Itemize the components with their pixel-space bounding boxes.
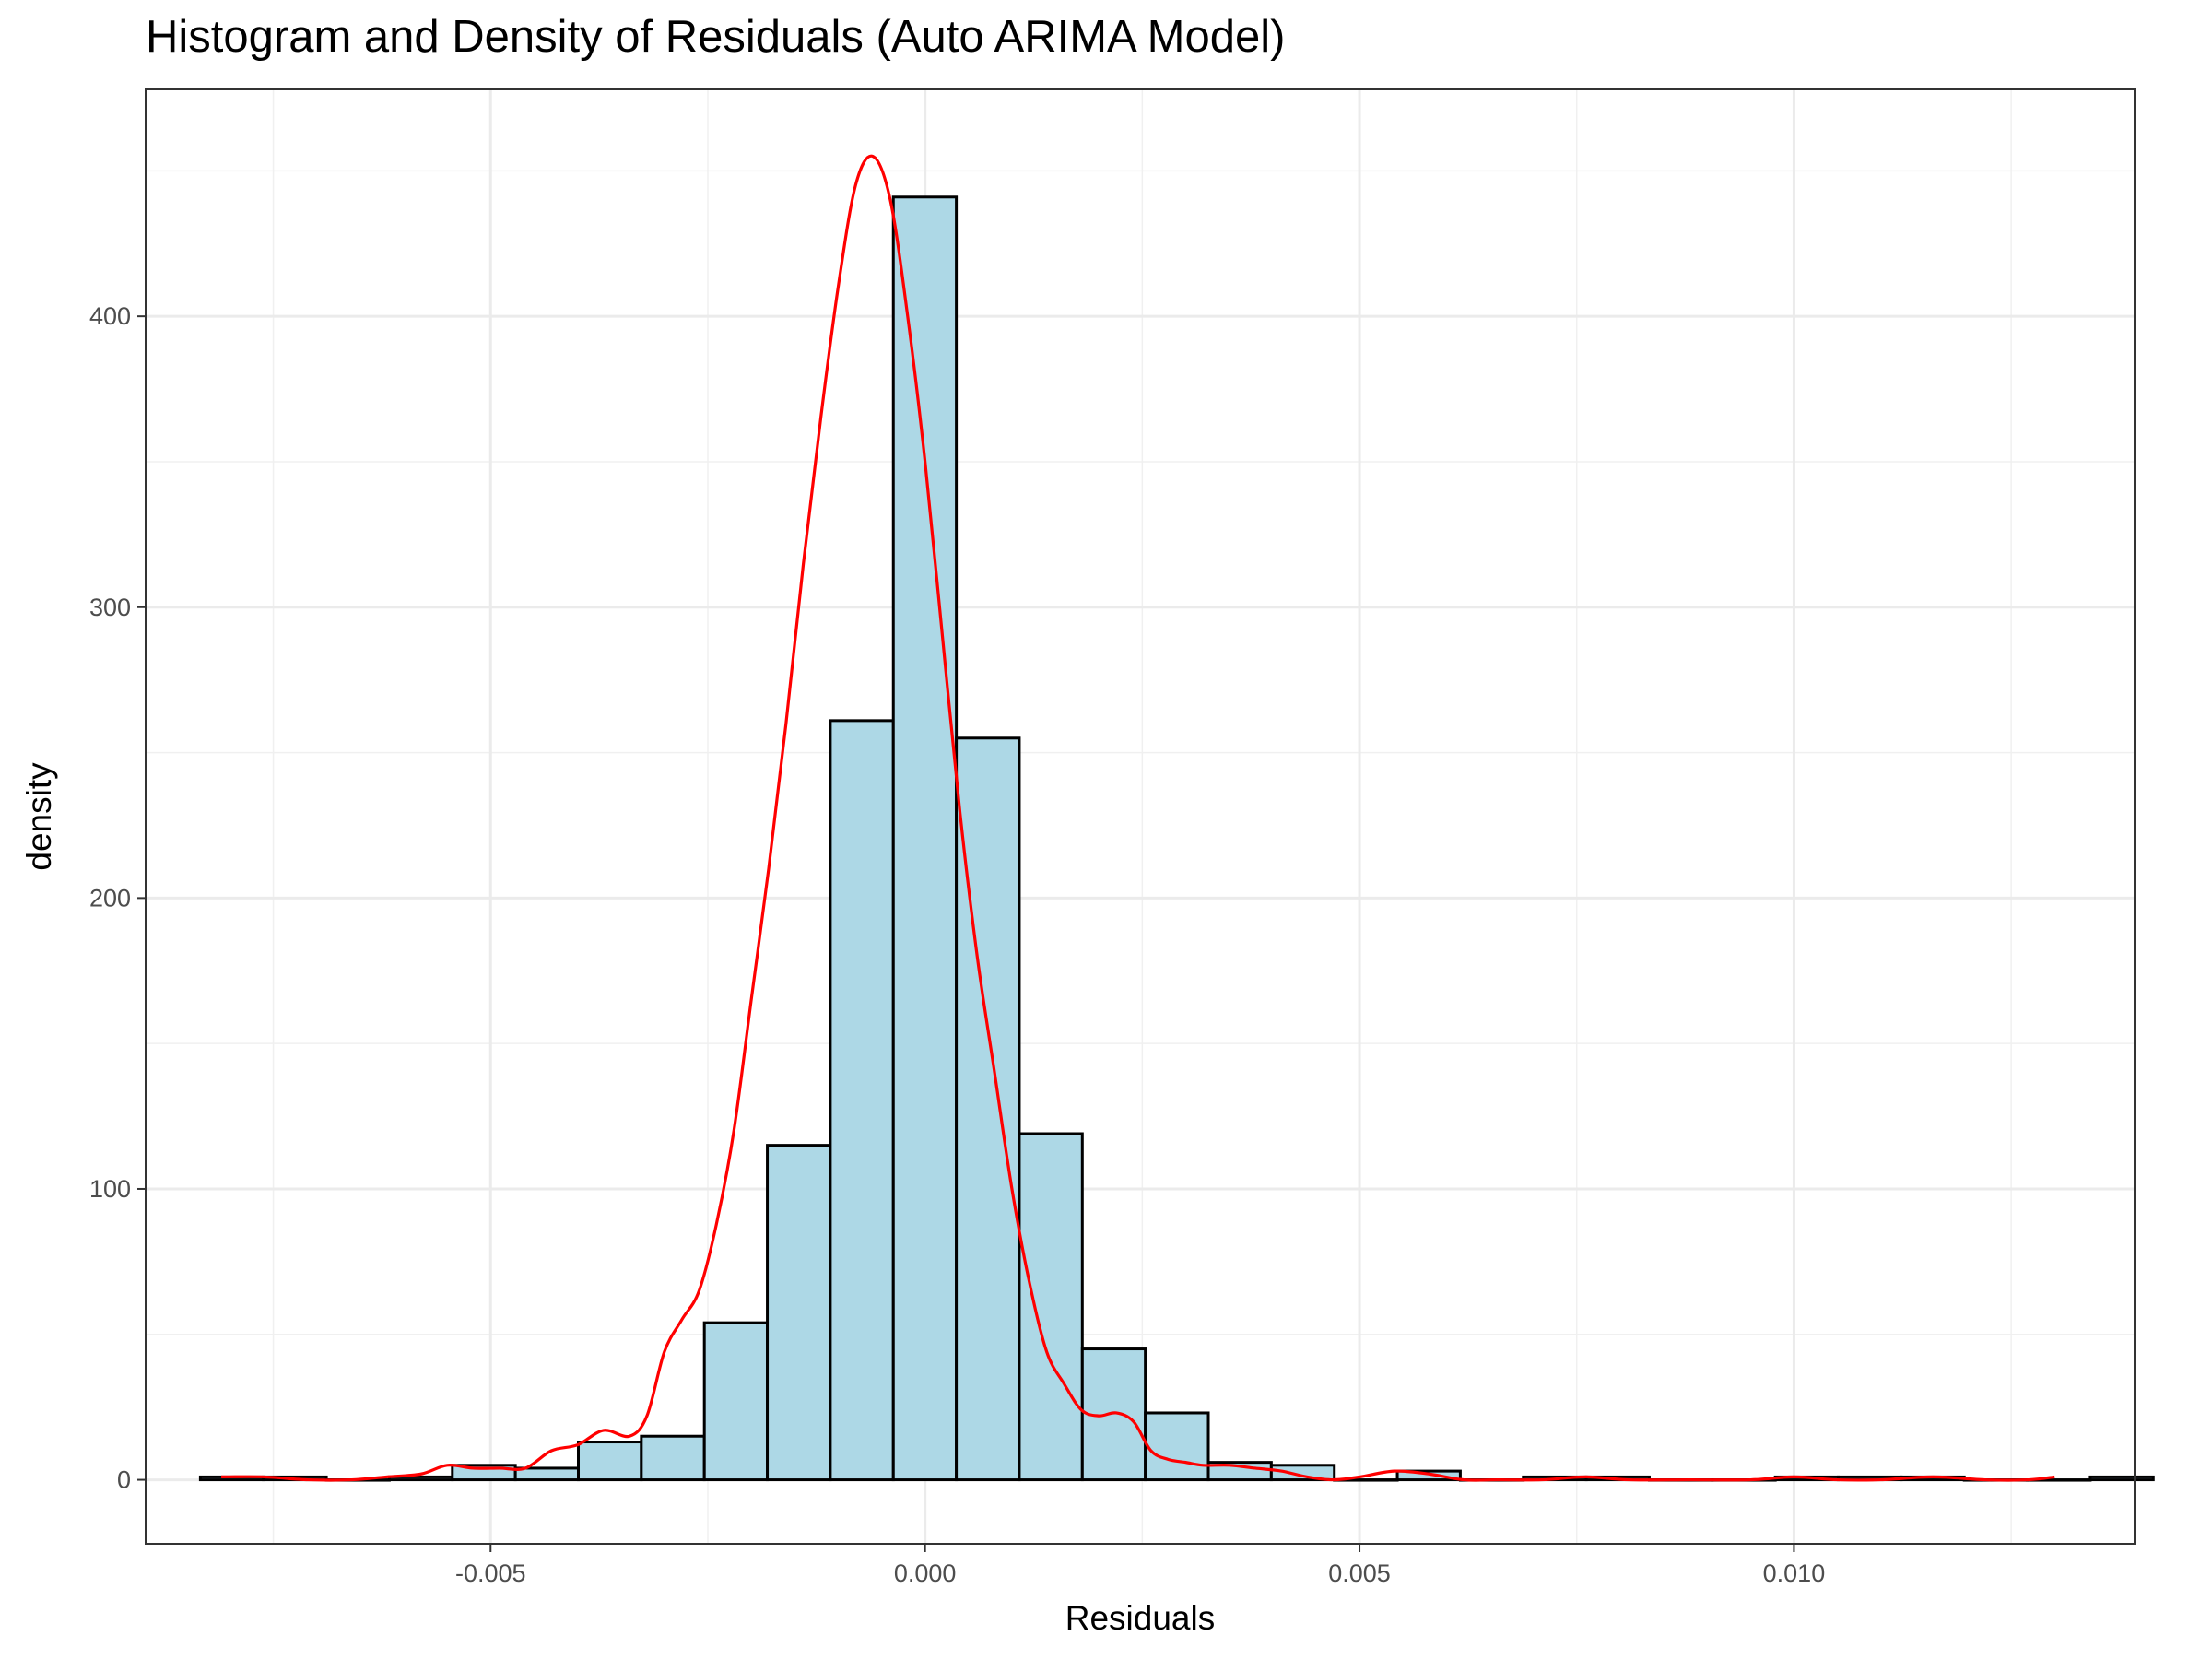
y-tick-label: 0 — [117, 1466, 131, 1494]
y-tick-label: 400 — [89, 302, 131, 330]
histogram-bar — [513, 1466, 580, 1482]
x-tick-label: 0.010 — [1763, 1559, 1826, 1587]
grid-minor — [146, 89, 2135, 1544]
y-tick-label: 200 — [89, 884, 131, 912]
y-tick-label: 100 — [89, 1175, 131, 1203]
x-tick-label: 0.005 — [1328, 1559, 1391, 1587]
plot-panel-background — [146, 89, 2135, 1544]
histogram-bars — [198, 195, 2155, 1482]
histogram-bar — [702, 1321, 770, 1482]
x-tick-label: -0.005 — [455, 1559, 526, 1587]
histogram-bar — [576, 1441, 643, 1482]
y-axis-title: density — [20, 762, 58, 871]
histogram-bar — [1269, 1464, 1336, 1482]
y-axis: 0 100 200 300 400 — [89, 302, 146, 1494]
x-axis: -0.005 0.000 0.005 0.010 — [455, 1544, 1825, 1587]
x-tick-label: 0.000 — [894, 1559, 957, 1587]
y-tick-label: 300 — [89, 594, 131, 621]
histogram-bar — [766, 1144, 832, 1482]
histogram-bar — [891, 195, 959, 1482]
histogram-bar — [2088, 1475, 2155, 1482]
histogram-bar — [1018, 1132, 1084, 1482]
histogram-bar — [955, 736, 1021, 1482]
plot-panel-border — [145, 88, 2136, 1545]
density-curve — [221, 154, 2055, 1482]
histogram-bar — [829, 719, 895, 1482]
x-axis-title: Residuals — [1065, 1599, 1215, 1637]
histogram-bar — [1144, 1411, 1210, 1482]
histogram-bar — [640, 1434, 706, 1482]
chart-title: Histogram and Density of Residuals (Auto… — [146, 12, 1286, 62]
